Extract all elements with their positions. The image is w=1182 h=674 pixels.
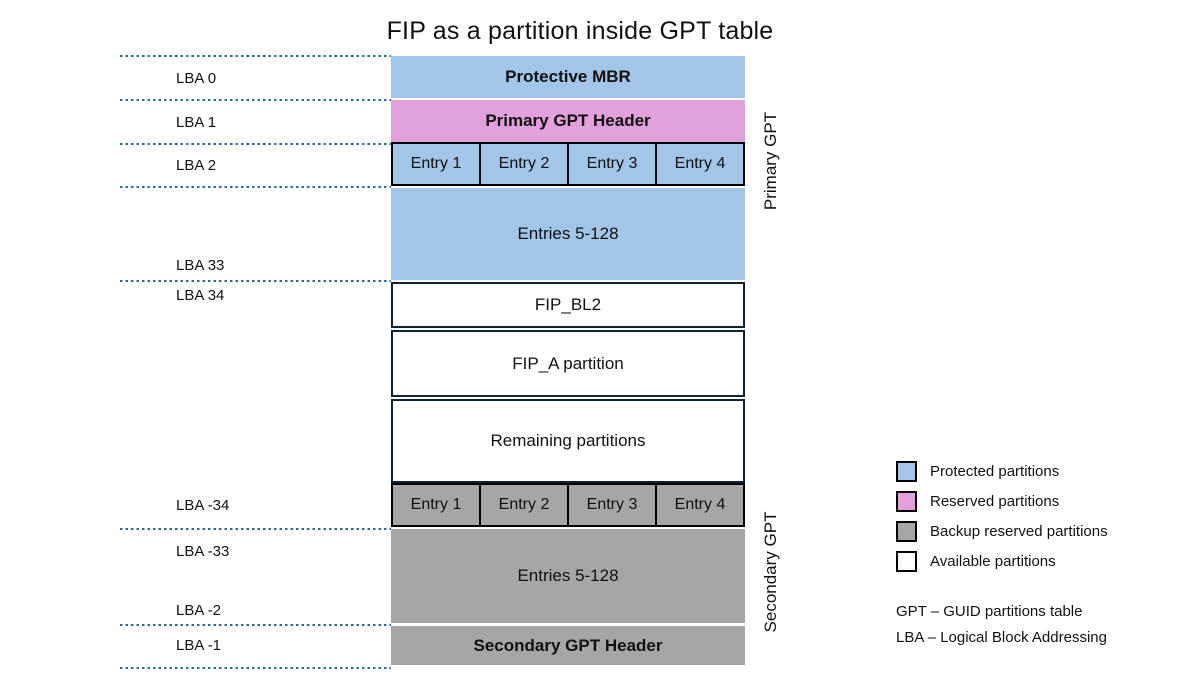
secondary-entry-row: Entry 1 Entry 2 Entry 3 Entry 4 [391,483,745,527]
legend-swatch-protected [896,461,917,482]
entry-cell: Entry 3 [567,142,657,186]
block-protective-mbr: Protective MBR [391,56,745,98]
block-fip-a-partition: FIP_A partition [391,330,745,397]
lba-label: LBA 1 [176,114,217,131]
entry-cell: Entry 3 [567,483,657,527]
legend-swatch-available [896,551,917,572]
block-remaining-partitions: Remaining partitions [391,399,745,483]
lba-label: LBA -33 [176,543,230,560]
legend-label: Available partitions [930,553,1056,570]
lba-label: LBA -1 [176,637,222,654]
legend-item: Available partitions [896,551,1056,572]
block-primary-gpt-header: Primary GPT Header [391,100,745,142]
legend-label: Reserved partitions [930,493,1060,510]
block-secondary-entries-5-128: Entries 5-128 [391,529,745,623]
lba-label: LBA 2 [176,157,217,174]
block-fip-bl2: FIP_BL2 [391,282,745,328]
entry-cell: Entry 2 [479,483,569,527]
entry-cell: Entry 2 [479,142,569,186]
row-divider-dotted-line [120,667,391,669]
lba-label: LBA 33 [176,257,225,274]
entry-cell: Entry 1 [391,142,481,186]
row-divider-dotted-line [120,55,391,57]
block-secondary-gpt-header: Secondary GPT Header [391,626,745,665]
abbreviation-gpt: GPT – GUID partitions table [896,603,1083,620]
row-divider-dotted-line [120,528,391,530]
legend-swatch-reserved [896,491,917,512]
row-divider-dotted-line [120,624,391,626]
lba-label: LBA -34 [176,497,230,514]
row-divider-dotted-line [120,99,391,101]
primary-gpt-side-label: Primary GPT [761,111,780,211]
row-divider-dotted-line [120,186,391,188]
abbreviation-lba: LBA – Logical Block Addressing [896,629,1107,646]
row-divider-dotted-line [120,280,391,282]
legend-item: Backup reserved partitions [896,521,1108,542]
legend-label: Protected partitions [930,463,1060,480]
lba-label: LBA 0 [176,70,217,87]
entry-cell: Entry 4 [655,142,745,186]
lba-label: LBA 34 [176,287,225,304]
entry-cell: Entry 1 [391,483,481,527]
lba-label: LBA -2 [176,602,222,619]
entry-cell: Entry 4 [655,483,745,527]
legend-swatch-backup [896,521,917,542]
secondary-gpt-side-label: Secondary GPT [761,511,780,633]
legend-item: Reserved partitions [896,491,1059,512]
diagram-title: FIP as a partition inside GPT table [386,17,774,45]
block-primary-entries-5-128: Entries 5-128 [391,188,745,280]
legend-label: Backup reserved partitions [930,523,1108,540]
row-divider-dotted-line [120,143,391,145]
primary-entry-row: Entry 1 Entry 2 Entry 3 Entry 4 [391,142,745,186]
legend-item: Protected partitions [896,461,1059,482]
